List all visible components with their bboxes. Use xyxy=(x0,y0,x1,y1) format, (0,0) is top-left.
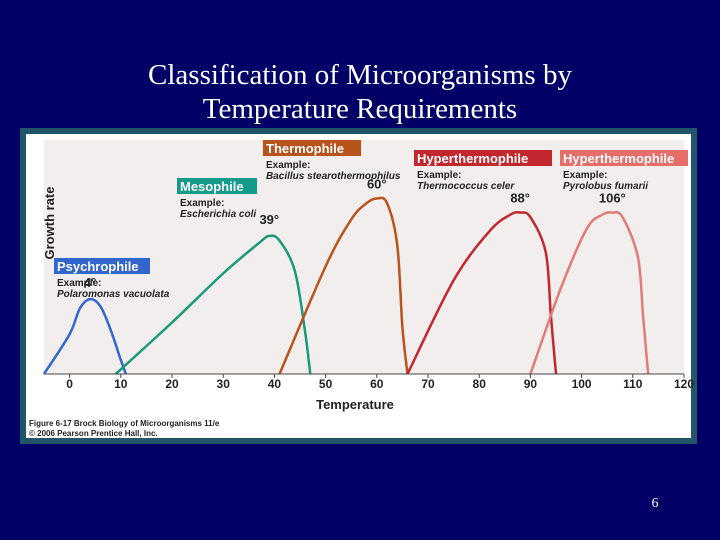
x-tick-label-120: 120 xyxy=(674,377,694,391)
slide-number: 6 xyxy=(651,496,659,511)
x-tick-label-40: 40 xyxy=(268,377,282,391)
series-optimum-3: 88° xyxy=(510,191,530,206)
series-example-4: Pyrolobus fumarii xyxy=(563,181,648,192)
slide-title-line1: Classification of Microorganisms by xyxy=(148,59,572,91)
series-example-2: Bacillus stearothermophilus xyxy=(266,171,401,182)
series-example-0: Polaromonas vacuolata xyxy=(57,289,170,300)
series-example-label-2: Example: xyxy=(266,160,310,171)
series-name-box-1 xyxy=(177,178,257,194)
x-axis-label: Temperature xyxy=(316,397,394,412)
series-example-label-0: Example: xyxy=(57,278,101,289)
plot-area xyxy=(44,140,684,374)
series-curve-0 xyxy=(42,297,128,375)
x-tick-label-110: 110 xyxy=(623,377,643,391)
x-tick-label-100: 100 xyxy=(572,377,592,391)
series-example-label-3: Example: xyxy=(417,170,461,181)
series-name-box-3 xyxy=(414,150,552,166)
series-optimum-2: 60° xyxy=(367,177,387,192)
series-example-label-1: Example: xyxy=(180,198,224,209)
growth-rate-chart: 0 10 20 30 40 50 60 70 80 90 100 110 120 Psychrophil… xyxy=(26,134,694,438)
series-example-3: Thermococcus celer xyxy=(417,181,515,192)
figure-panel: 0 10 20 30 40 50 60 70 80 90 100 110 120 Psychrophil… xyxy=(20,128,697,444)
series-curve-4 xyxy=(529,210,650,375)
x-tick-label-60: 60 xyxy=(370,377,384,391)
slide-title-line2: Temperature Requirements xyxy=(202,93,518,125)
series-name-3: Hyperthermophile xyxy=(417,151,528,166)
figure-caption-line1: Figure 6-17 Brock Biology of Microorgani… xyxy=(29,419,220,428)
x-tick-label-30: 30 xyxy=(217,377,231,391)
x-tick-label-70: 70 xyxy=(421,377,435,391)
x-tick-label-10: 10 xyxy=(114,377,128,391)
series-curve-2 xyxy=(278,196,409,375)
series-optimum-0: 4° xyxy=(84,275,96,290)
y-axis-label: Growth rate xyxy=(42,187,57,260)
series-name-1: Mesophile xyxy=(180,179,244,194)
series-example-label-4: Example: xyxy=(563,170,607,181)
x-tick-label-90: 90 xyxy=(524,377,538,391)
series-example-1: Escherichia coli xyxy=(180,209,256,220)
series-name-box-0 xyxy=(54,258,150,274)
x-tick-label-50: 50 xyxy=(319,377,333,391)
series-optimum-1: 39° xyxy=(259,212,279,227)
series-name-0: Psychrophile xyxy=(57,259,139,274)
slide-title: Classification of Microorganisms by Temp… xyxy=(0,58,720,126)
series-optimum-4: 106° xyxy=(599,191,626,206)
series-name-box-4 xyxy=(560,150,688,166)
x-tick-label-0: 0 xyxy=(66,377,73,391)
figure-caption-line2: © 2006 Pearson Prentice Hall, Inc. xyxy=(29,429,158,438)
series-name-box-2 xyxy=(263,140,361,156)
series-name-4: Hyperthermophile xyxy=(563,151,674,166)
series-curve-1 xyxy=(114,234,312,375)
series-curve-3 xyxy=(406,211,558,375)
x-tick-label-20: 20 xyxy=(165,377,179,391)
series-name-2: Thermophile xyxy=(266,141,344,156)
x-tick-label-80: 80 xyxy=(473,377,487,391)
